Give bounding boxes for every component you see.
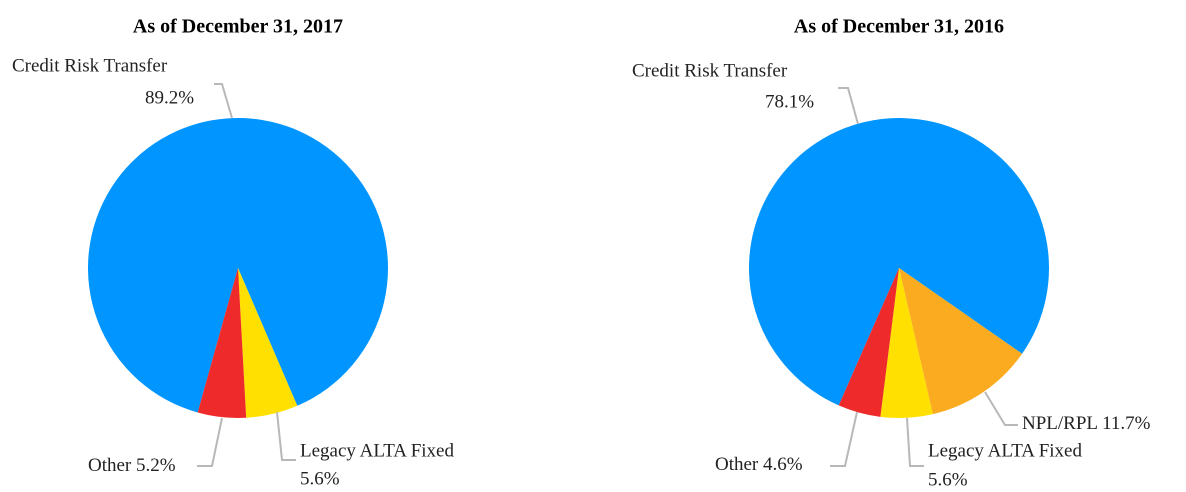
leader-line [197, 417, 223, 467]
slice-value: 89.2% [145, 87, 194, 108]
leader-line [214, 83, 233, 119]
leader-line [276, 411, 296, 461]
slice-value: 5.2% [136, 455, 176, 476]
slice-name: Other [715, 454, 759, 475]
slice-label: Other 4.6% [715, 454, 803, 475]
slice-name: Credit Risk Transfer [12, 55, 168, 76]
leader-line [906, 417, 924, 467]
pie-slice [197, 268, 247, 419]
pie-slice [899, 268, 1023, 415]
slice-value: 5.6% [928, 469, 968, 490]
chart-title: As of December 31, 2016 [794, 16, 1004, 38]
pie-slice [838, 268, 899, 417]
slice-name: Other [88, 455, 132, 476]
slice-value: 11.7% [1102, 413, 1151, 434]
slice-name: Legacy ALTA Fixed [928, 440, 1082, 461]
pie-slice [748, 118, 1049, 406]
slice-name: Credit Risk Transfer [632, 60, 788, 81]
slice-name: Legacy ALTA Fixed [300, 440, 454, 461]
pie-slice [88, 118, 389, 413]
slice-value: 4.6% [763, 454, 803, 475]
leader-line [838, 87, 859, 125]
slice-label: Other 5.2% [88, 455, 176, 476]
leader-line [984, 391, 1018, 426]
slice-value: 78.1% [765, 91, 814, 112]
slice-value: 5.6% [300, 468, 340, 489]
leader-line [830, 411, 858, 467]
chart-title: As of December 31, 2017 [133, 16, 343, 38]
slice-name: NPL/RPL [1022, 413, 1097, 434]
pie-slice [880, 268, 933, 418]
slice-label: NPL/RPL 11.7% [1022, 413, 1151, 434]
pie-slice [238, 268, 298, 418]
